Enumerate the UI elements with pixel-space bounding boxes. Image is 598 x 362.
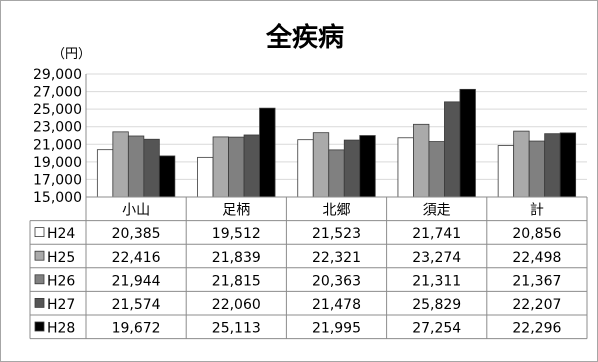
chart-title: 全疾病	[265, 22, 344, 53]
bar-H24	[96, 149, 114, 198]
data-label: 20,856	[512, 226, 561, 242]
bar-H28	[158, 155, 176, 198]
data-label: 21,815	[212, 273, 261, 289]
bar-H28	[559, 132, 577, 198]
data-label: 21,741	[412, 226, 461, 242]
bar-H24	[397, 137, 414, 198]
data-label: 27,254	[412, 321, 461, 337]
data-label: 21,995	[312, 321, 361, 337]
series-label: H24	[47, 226, 75, 242]
data-label: 20,385	[112, 226, 161, 242]
legend-key-H24	[34, 227, 45, 238]
bar-H24	[497, 145, 515, 198]
legend-key-H26	[34, 274, 45, 285]
bar-H26	[328, 149, 345, 198]
data-label: 22,498	[512, 250, 561, 266]
series-label: H26	[47, 273, 75, 289]
y-tick-label: 29,000	[33, 67, 82, 83]
series-label: H27	[47, 297, 75, 313]
x-category-label: 北郷	[323, 203, 351, 219]
data-label: 25,113	[212, 321, 261, 337]
data-label: 21,367	[512, 273, 561, 289]
series-label: H28	[47, 321, 75, 337]
data-label: 19,512	[212, 226, 261, 242]
bar-H26	[428, 141, 445, 198]
legend-key-H25	[34, 250, 45, 261]
data-label: 22,416	[112, 250, 161, 266]
data-label: 21,523	[312, 226, 361, 242]
bar-H25	[312, 132, 330, 198]
bar-H25	[413, 123, 430, 198]
bar-H27	[343, 139, 361, 198]
bar-H26	[528, 140, 546, 198]
data-label: 23,274	[412, 250, 461, 266]
bar-H24	[297, 139, 314, 198]
y-tick-label: 25,000	[33, 102, 82, 118]
bar-H25	[513, 130, 530, 198]
bar-H28	[359, 135, 376, 198]
bar-H25	[212, 136, 229, 198]
bar-H26	[127, 135, 145, 198]
bar-H27	[243, 134, 260, 198]
data-label: 22,321	[312, 250, 361, 266]
legend-key-H28	[34, 321, 45, 332]
bar-H28	[459, 88, 476, 198]
x-category-label: 計	[530, 203, 544, 219]
bar-H24	[197, 156, 214, 198]
data-label: 22,060	[212, 297, 261, 313]
y-tick-label: 19,000	[33, 155, 82, 171]
unit-label: （円）	[52, 47, 91, 62]
data-label: 21,944	[112, 273, 161, 289]
data-label: 21,839	[212, 250, 261, 266]
bar-H27	[143, 138, 160, 198]
data-label: 20,363	[312, 273, 361, 289]
bar-H26	[228, 136, 245, 198]
data-label: 21,311	[412, 273, 461, 289]
legend-key-H27	[34, 297, 45, 308]
x-category-label: 須走	[423, 203, 451, 219]
y-tick-label: 21,000	[33, 137, 82, 153]
data-label: 21,478	[312, 297, 361, 313]
bar-H28	[259, 107, 276, 198]
data-label: 22,296	[512, 321, 561, 337]
y-tick-label: 17,000	[33, 172, 82, 188]
x-category-label: 足柄	[222, 203, 250, 219]
y-tick-label: 23,000	[33, 120, 82, 136]
data-label: 25,829	[412, 297, 461, 313]
bar-H25	[112, 131, 129, 198]
x-category-label: 小山	[122, 203, 150, 219]
bar-H27	[444, 101, 461, 198]
series-label: H25	[47, 250, 75, 266]
y-tick-label: 27,000	[33, 85, 82, 101]
data-label: 19,672	[112, 321, 161, 337]
y-tick-label: 15,000	[33, 190, 82, 206]
bar-H27	[544, 133, 561, 198]
data-label: 22,207	[512, 297, 561, 313]
data-label: 21,574	[112, 297, 161, 313]
